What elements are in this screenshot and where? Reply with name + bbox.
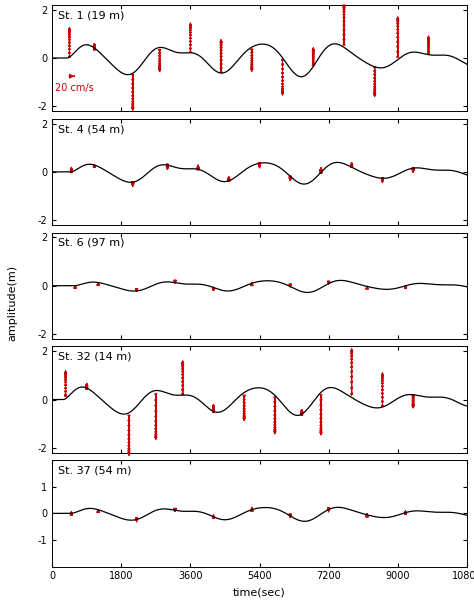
Text: St. 1 (19 m): St. 1 (19 m) — [58, 10, 125, 20]
Text: St. 4 (54 m): St. 4 (54 m) — [58, 124, 125, 134]
Text: St. 37 (54 m): St. 37 (54 m) — [58, 465, 132, 476]
Text: St. 32 (14 m): St. 32 (14 m) — [58, 351, 132, 362]
Text: 20 cm/s: 20 cm/s — [55, 83, 94, 93]
X-axis label: time(sec): time(sec) — [233, 587, 286, 597]
Text: St. 6 (97 m): St. 6 (97 m) — [58, 238, 125, 248]
Text: amplitude(m): amplitude(m) — [7, 265, 17, 341]
